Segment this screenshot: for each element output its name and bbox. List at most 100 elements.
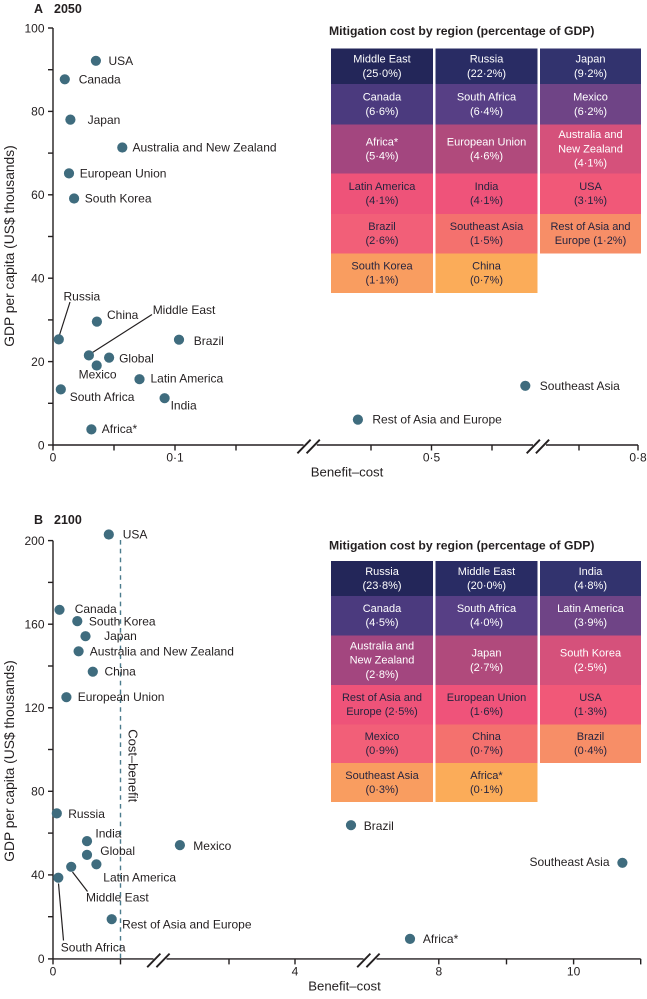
- svg-text:Brazil: Brazil: [194, 334, 224, 348]
- svg-text:South Africa: South Africa: [61, 941, 126, 955]
- svg-text:India: India: [171, 398, 197, 412]
- svg-text:(4·1%): (4·1%): [365, 195, 398, 207]
- svg-text:European Union: European Union: [80, 167, 167, 181]
- svg-text:(6·6%): (6·6%): [365, 106, 398, 118]
- svg-text:Latin America: Latin America: [151, 371, 224, 385]
- svg-text:Canada: Canada: [79, 73, 121, 87]
- svg-text:(5·4%): (5·4%): [365, 151, 398, 163]
- svg-text:Middle East: Middle East: [458, 566, 515, 578]
- svg-text:GDP per capita (US$ thousands): GDP per capita (US$ thousands): [2, 145, 17, 346]
- svg-text:Australia and New Zealand: Australia and New Zealand: [133, 141, 277, 155]
- svg-text:(2·6%): (2·6%): [365, 235, 398, 247]
- svg-text:South Africa: South Africa: [457, 92, 517, 104]
- svg-text:Cost–benefit: Cost–benefit: [126, 729, 141, 802]
- svg-text:200: 200: [24, 534, 44, 548]
- svg-text:60: 60: [31, 188, 45, 202]
- svg-text:Rest of Asia and Europe: Rest of Asia and Europe: [372, 413, 502, 427]
- svg-text:Africa*: Africa*: [423, 932, 459, 946]
- svg-text:Latin America: Latin America: [103, 870, 176, 884]
- svg-text:Mitigation cost by region (per: Mitigation cost by region (percentage of…: [329, 539, 594, 553]
- svg-text:(25·0%): (25·0%): [362, 68, 401, 80]
- svg-text:USA: USA: [579, 692, 602, 704]
- svg-text:South Korea: South Korea: [560, 648, 622, 660]
- svg-text:(0·4%): (0·4%): [574, 745, 607, 757]
- svg-text:(2·7%): (2·7%): [470, 662, 503, 674]
- svg-text:160: 160: [24, 618, 44, 632]
- svg-text:(4·0%): (4·0%): [470, 617, 503, 629]
- svg-text:(1·3%): (1·3%): [574, 706, 607, 718]
- svg-text:(4·8%): (4·8%): [574, 580, 607, 592]
- svg-text:South Korea: South Korea: [351, 261, 413, 273]
- svg-text:(0·7%): (0·7%): [470, 745, 503, 757]
- svg-text:0·8: 0·8: [629, 451, 647, 465]
- svg-text:New Zealand: New Zealand: [350, 655, 415, 667]
- svg-text:Global: Global: [119, 351, 154, 365]
- svg-text:China: China: [472, 261, 502, 273]
- svg-text:4: 4: [292, 965, 299, 979]
- svg-text:Russia: Russia: [470, 54, 505, 66]
- svg-text:2050: 2050: [54, 2, 82, 16]
- svg-text:2100: 2100: [54, 513, 82, 527]
- svg-text:Australia and New Zealand: Australia and New Zealand: [90, 645, 234, 659]
- svg-text:0·1: 0·1: [166, 451, 184, 465]
- svg-text:0: 0: [50, 451, 57, 465]
- svg-text:Russia: Russia: [64, 289, 101, 303]
- svg-text:20: 20: [31, 355, 45, 369]
- svg-text:8: 8: [435, 965, 442, 979]
- svg-text:Europe (1·2%): Europe (1·2%): [555, 235, 627, 247]
- svg-text:Japan: Japan: [104, 629, 137, 643]
- svg-text:USA: USA: [109, 54, 134, 68]
- svg-text:(9·2%): (9·2%): [574, 68, 607, 80]
- svg-text:Benefit–cost: Benefit–cost: [311, 465, 384, 480]
- svg-text:Africa*: Africa*: [366, 136, 399, 148]
- svg-text:Southeast Asia: Southeast Asia: [450, 221, 524, 233]
- svg-text:100: 100: [24, 21, 44, 35]
- svg-text:(0·7%): (0·7%): [470, 275, 503, 287]
- svg-text:Global: Global: [100, 844, 135, 858]
- svg-text:European Union: European Union: [447, 692, 527, 704]
- svg-text:Mitigation cost by region (per: Mitigation cost by region (percentage of…: [329, 24, 594, 38]
- svg-text:Rest of Asia and: Rest of Asia and: [342, 692, 422, 704]
- svg-text:Middle East: Middle East: [86, 891, 149, 905]
- svg-text:USA: USA: [123, 528, 148, 542]
- svg-text:Latin America: Latin America: [557, 603, 625, 615]
- svg-text:South Africa: South Africa: [70, 390, 135, 404]
- svg-text:(4·1%): (4·1%): [574, 158, 607, 170]
- svg-text:Southeast Asia: Southeast Asia: [529, 855, 609, 869]
- svg-text:Europe (2·5%): Europe (2·5%): [346, 706, 418, 718]
- svg-text:Mexico: Mexico: [193, 839, 231, 853]
- svg-text:South Korea: South Korea: [89, 614, 156, 628]
- svg-text:80: 80: [31, 105, 45, 119]
- svg-text:(2·5%): (2·5%): [574, 662, 607, 674]
- svg-text:USA: USA: [579, 181, 602, 193]
- svg-text:Australia and: Australia and: [558, 129, 622, 141]
- svg-text:European Union: European Union: [78, 690, 165, 704]
- svg-text:Russia: Russia: [68, 807, 105, 821]
- svg-text:0: 0: [38, 438, 45, 452]
- svg-text:Middle East: Middle East: [353, 54, 410, 66]
- svg-text:Africa*: Africa*: [102, 422, 138, 436]
- svg-text:(3·1%): (3·1%): [574, 195, 607, 207]
- svg-text:40: 40: [31, 272, 45, 286]
- svg-text:Southeast Asia: Southeast Asia: [540, 379, 620, 393]
- svg-text:Brazil: Brazil: [368, 221, 396, 233]
- svg-text:Mexico: Mexico: [365, 731, 400, 743]
- svg-text:(4·5%): (4·5%): [365, 617, 398, 629]
- svg-text:Southeast Asia: Southeast Asia: [345, 770, 419, 782]
- svg-text:(0·9%): (0·9%): [365, 745, 398, 757]
- svg-text:Japan: Japan: [472, 648, 502, 660]
- svg-text:0: 0: [50, 965, 57, 979]
- svg-text:Africa*: Africa*: [470, 770, 503, 782]
- svg-text:Canada: Canada: [363, 92, 402, 104]
- svg-text:New Zealand: New Zealand: [558, 143, 623, 155]
- svg-text:(6·4%): (6·4%): [470, 106, 503, 118]
- svg-text:Japan: Japan: [88, 113, 121, 127]
- svg-text:(0·3%): (0·3%): [365, 784, 398, 796]
- svg-text:(1·5%): (1·5%): [470, 235, 503, 247]
- svg-text:Japan: Japan: [576, 54, 606, 66]
- svg-text:120: 120: [24, 701, 44, 715]
- svg-text:(0·1%): (0·1%): [470, 784, 503, 796]
- svg-text:10: 10: [567, 965, 581, 979]
- svg-text:Rest of Asia and Europe: Rest of Asia and Europe: [122, 917, 252, 931]
- svg-text:0·5: 0·5: [423, 451, 441, 465]
